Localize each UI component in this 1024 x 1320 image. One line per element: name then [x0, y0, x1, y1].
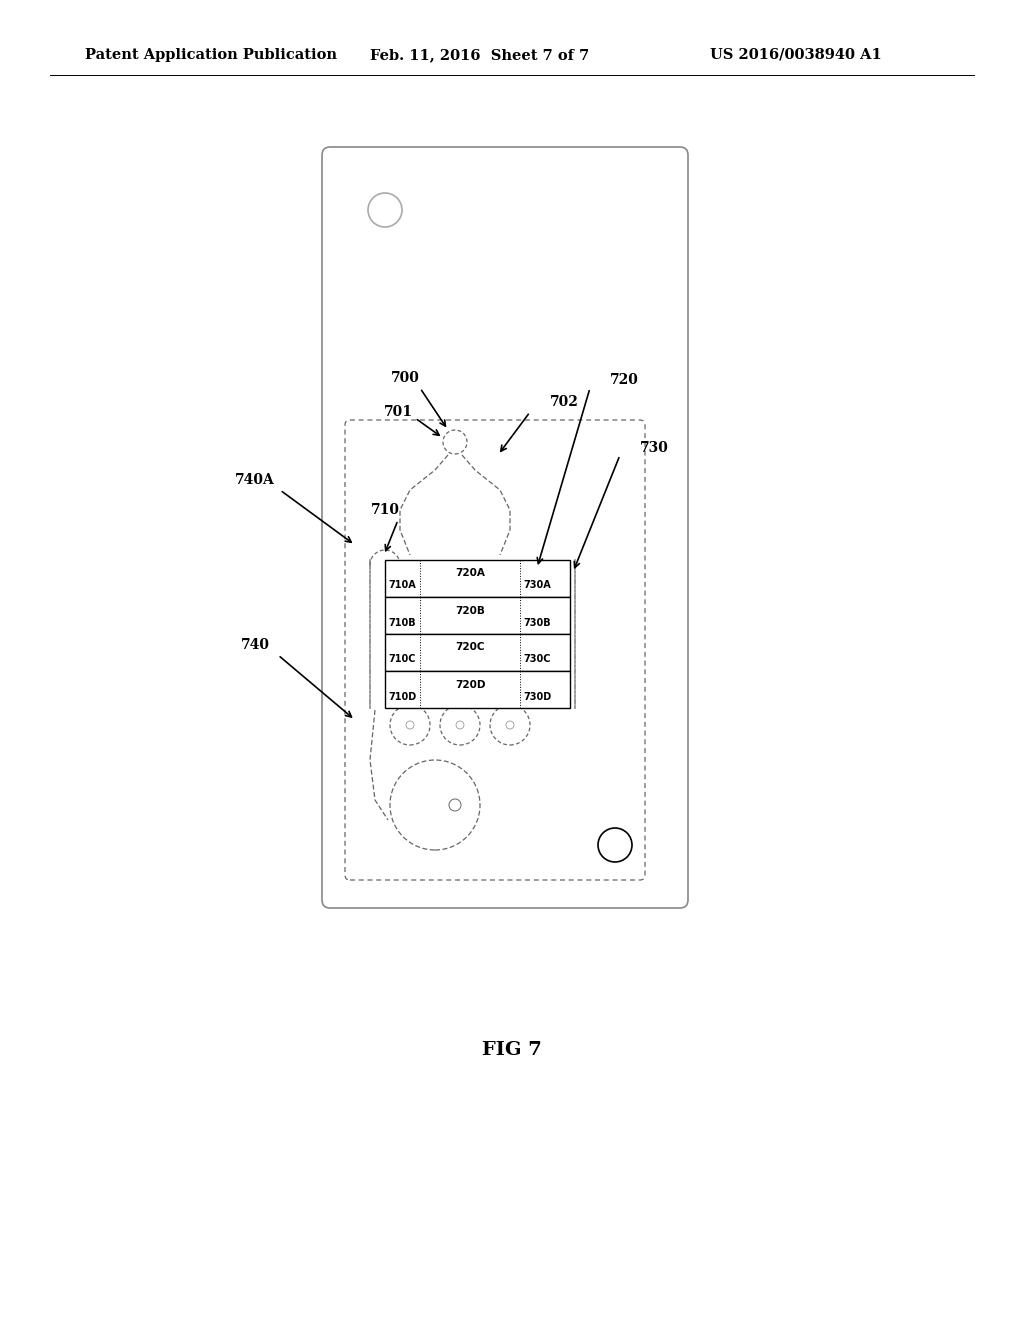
Circle shape	[490, 705, 530, 744]
Bar	[385, 560, 570, 597]
Text: 710C: 710C	[388, 655, 416, 664]
Circle shape	[598, 828, 632, 862]
Text: 702: 702	[550, 395, 579, 409]
Text: 740A: 740A	[236, 473, 274, 487]
Text: 730B: 730B	[523, 618, 551, 627]
FancyBboxPatch shape	[322, 147, 688, 908]
Text: 740: 740	[241, 638, 269, 652]
Text: Feb. 11, 2016  Sheet 7 of 7: Feb. 11, 2016 Sheet 7 of 7	[370, 48, 589, 62]
Text: Patent Application Publication: Patent Application Publication	[85, 48, 337, 62]
Text: 710: 710	[371, 503, 399, 517]
Text: FIG 7: FIG 7	[482, 1041, 542, 1059]
Bar	[385, 634, 570, 671]
Text: 720D: 720D	[455, 680, 485, 689]
Text: 730A: 730A	[523, 581, 551, 590]
Circle shape	[390, 760, 480, 850]
Text: 720A: 720A	[455, 569, 485, 578]
Text: 730: 730	[640, 441, 669, 455]
Text: 720: 720	[610, 374, 639, 387]
Text: 710B: 710B	[388, 618, 416, 627]
Text: US 2016/0038940 A1: US 2016/0038940 A1	[710, 48, 882, 62]
Text: 710A: 710A	[388, 581, 416, 590]
Text: 730C: 730C	[523, 655, 551, 664]
Circle shape	[390, 705, 430, 744]
Text: 730D: 730D	[523, 692, 551, 701]
Bar	[385, 671, 570, 708]
Circle shape	[440, 705, 480, 744]
Text: 720C: 720C	[456, 643, 484, 652]
Text: 710D: 710D	[388, 692, 416, 701]
Circle shape	[368, 193, 402, 227]
Text: 701: 701	[384, 405, 413, 418]
Circle shape	[443, 430, 467, 454]
Text: 700: 700	[390, 371, 420, 385]
Text: 720B: 720B	[455, 606, 485, 615]
Bar	[385, 597, 570, 634]
